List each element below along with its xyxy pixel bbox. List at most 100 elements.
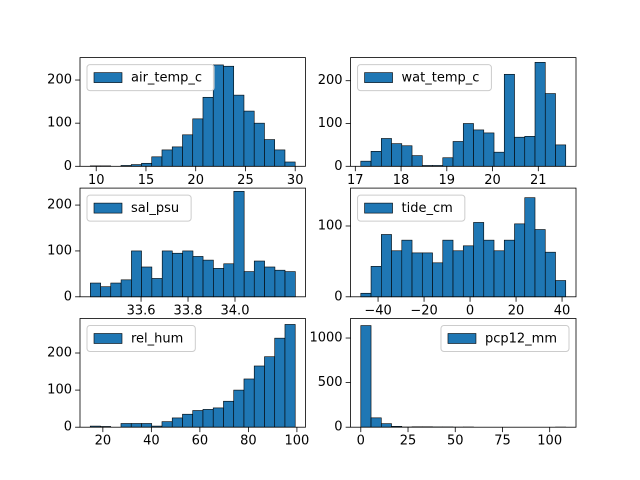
bar — [284, 161, 296, 167]
bar — [192, 410, 204, 428]
bar — [274, 149, 286, 167]
bar — [274, 269, 286, 298]
legend-label: air_temp_c — [131, 71, 202, 86]
legend-swatch — [364, 202, 393, 214]
x-tick-label: 80 — [240, 434, 257, 449]
x-tick-label: 50 — [447, 434, 464, 449]
bar — [360, 325, 372, 428]
legend-label: rel_hum — [131, 332, 183, 347]
y-tick-label: 200 — [47, 198, 72, 213]
bar — [555, 144, 567, 167]
bar — [380, 423, 392, 428]
bar — [264, 356, 276, 428]
x-tick-label: 34.0 — [221, 303, 250, 318]
bar — [120, 423, 132, 428]
bar — [483, 132, 495, 167]
bar — [141, 162, 153, 167]
bar — [493, 250, 505, 298]
x-tick-label: 10 — [88, 173, 105, 188]
axes: 20 40 60 80 100 0 100 200 rel_hum — [47, 318, 309, 449]
legend-label: sal_psu — [131, 201, 179, 216]
bar — [370, 266, 382, 298]
bar — [442, 157, 454, 167]
x-tick-label: −40 — [364, 303, 391, 318]
bar — [380, 138, 392, 167]
y-tick-label: 200 — [47, 73, 72, 88]
y-tick-label: 0 — [334, 289, 342, 304]
bar — [161, 149, 173, 167]
bar — [514, 223, 526, 298]
bar — [182, 134, 194, 167]
bar — [213, 268, 225, 298]
bar — [452, 250, 464, 298]
y-tick-label: 0 — [64, 159, 72, 174]
bar — [284, 271, 296, 298]
x-tick-label: 60 — [192, 434, 209, 449]
x-tick-label: 15 — [138, 173, 155, 188]
bar — [401, 239, 413, 298]
axes-frame — [79, 187, 306, 298]
legend-label: wat_temp_c — [402, 71, 480, 86]
legend-box — [86, 64, 215, 92]
bar — [120, 279, 132, 298]
bar — [442, 239, 454, 298]
legend-box — [86, 194, 192, 222]
bar — [401, 145, 413, 167]
bar — [253, 365, 265, 428]
y-tick-label: 500 — [318, 375, 343, 390]
bar — [243, 110, 255, 167]
legend-swatch — [93, 202, 123, 214]
legend-swatch — [364, 72, 393, 83]
bar — [171, 146, 183, 167]
axes-frame — [350, 318, 577, 428]
x-tick-label: 75 — [494, 434, 511, 449]
bar — [284, 324, 296, 428]
bar — [202, 409, 214, 428]
x-tick-label: 19 — [439, 173, 456, 188]
bar — [411, 252, 423, 298]
x-tick-label: 0 — [357, 434, 365, 449]
bar — [452, 141, 464, 167]
bar — [182, 413, 194, 428]
x-tick-label: 100 — [284, 434, 309, 449]
bar — [100, 286, 112, 298]
bar — [223, 263, 235, 298]
y-tick-label: 0 — [334, 159, 342, 174]
x-tick-label: 40 — [554, 303, 571, 318]
x-tick-label: 25 — [400, 434, 417, 449]
bar — [212, 64, 224, 167]
bar — [171, 252, 183, 298]
bar — [411, 155, 423, 167]
legend-label: tide_cm — [402, 201, 453, 216]
x-tick-label: 100 — [537, 434, 562, 449]
x-tick-label: 20 — [508, 303, 525, 318]
legend-box — [440, 325, 570, 352]
bar — [381, 234, 392, 298]
bar — [360, 292, 372, 298]
bar — [524, 136, 536, 167]
legend-box — [86, 325, 196, 352]
bar — [462, 123, 474, 167]
axes: 33.6 33.8 34.0 0 100 200 sal_psu — [47, 187, 306, 318]
y-tick-label: 0 — [64, 289, 72, 304]
bar — [473, 222, 485, 298]
y-tick-label: 0 — [334, 420, 342, 435]
bar — [370, 417, 382, 428]
legend-swatch — [93, 333, 123, 344]
bar — [432, 262, 444, 298]
bar — [274, 337, 286, 428]
bar — [503, 239, 515, 298]
legend-box — [357, 194, 466, 222]
bar — [253, 260, 265, 298]
x-tick-label: 30 — [287, 173, 304, 188]
legend-box — [357, 64, 492, 92]
legend-label: pcp12_mm — [485, 332, 557, 347]
y-tick-label: 100 — [318, 116, 343, 131]
legend-swatch — [447, 333, 477, 344]
bar — [391, 250, 403, 298]
x-tick-label: 0 — [466, 303, 474, 318]
bar — [151, 156, 163, 167]
y-tick-label: 200 — [47, 346, 72, 361]
